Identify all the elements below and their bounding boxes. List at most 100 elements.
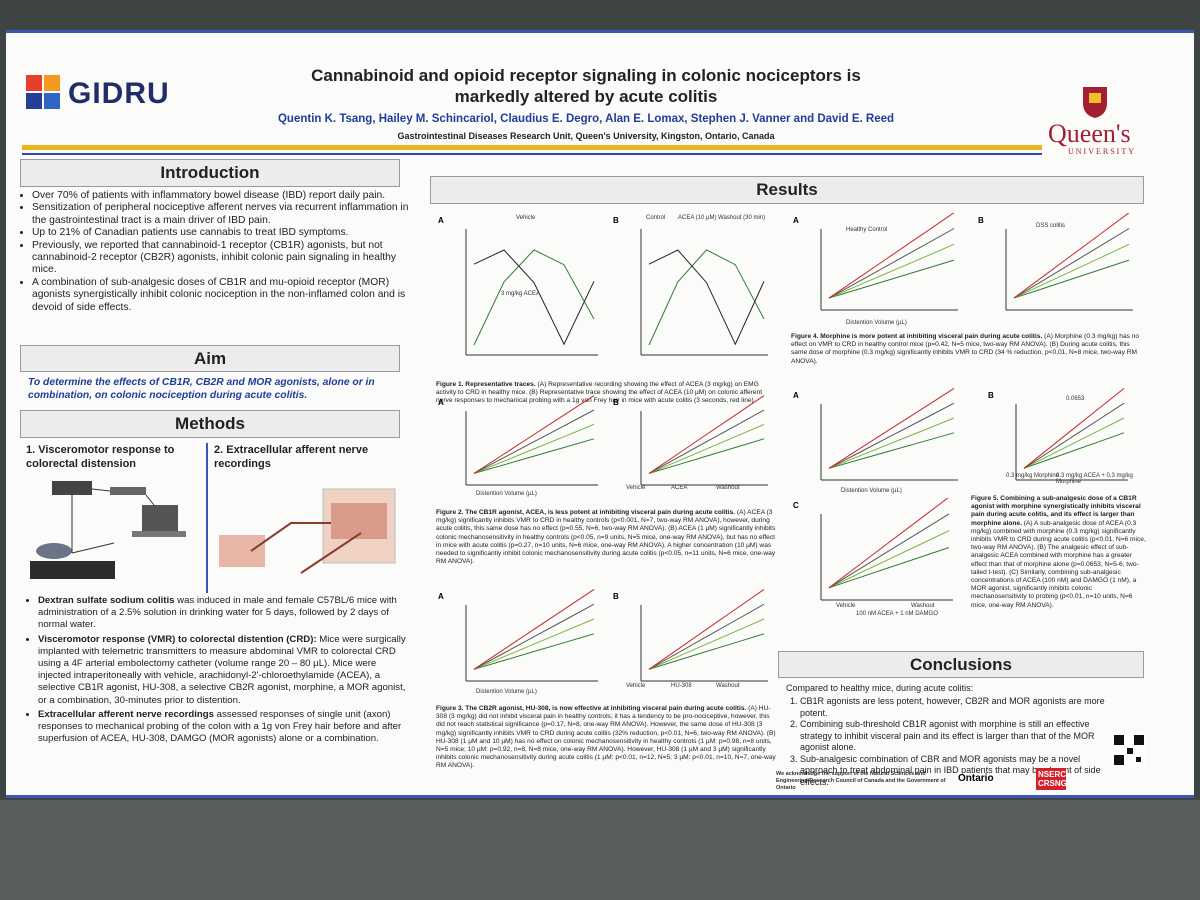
figure-caption: Figure 1. Representative traces. (A) Rep… xyxy=(436,381,776,406)
figure-label: HU-308 xyxy=(671,683,692,689)
decorative-trace xyxy=(648,618,765,670)
panel-label: B xyxy=(988,391,994,400)
figure-label: 0.3 mg/kg Morphine xyxy=(1006,473,1060,479)
figure-label: 0.0653 xyxy=(1066,396,1085,402)
figure-label: 100 nM ACEA + 1 nM DAMGO xyxy=(856,611,938,617)
figure-label: DSS colitis xyxy=(1036,223,1066,229)
acknowledgement: We acknowledge the support of the Natura… xyxy=(776,771,946,791)
figure-label: Vehicle xyxy=(626,485,646,491)
decorative-trace xyxy=(828,243,955,299)
conclusions-intro: Compared to healthy mice, during acute c… xyxy=(786,683,974,693)
logo-text: GIDRU xyxy=(68,77,170,110)
list-item: Combining sub-threshold CB1R agonist wit… xyxy=(800,719,1120,754)
figure-label: Distention Volume (µL) xyxy=(846,320,907,326)
decorative-trace xyxy=(1023,432,1125,469)
section-heading: Introduction xyxy=(20,159,400,187)
figure-caption: Figure 2. The CB1R agonist, ACEA, is les… xyxy=(436,509,776,566)
divider xyxy=(22,145,1042,150)
caption-text: (A) ACEA (3 mg/kg) significantly inhibit… xyxy=(436,509,776,566)
figure-panel: B xyxy=(613,589,768,682)
caption-text: (A) Representative recording showing the… xyxy=(436,381,763,405)
decorative-trace xyxy=(828,388,955,469)
panel-label: A xyxy=(438,216,444,225)
decorative-trace xyxy=(1023,402,1125,469)
decorative-trace xyxy=(648,249,765,346)
decorative-trace xyxy=(828,228,955,299)
decorative-trace xyxy=(648,395,765,474)
caption-title: Figure 3. The CB2R agonist, HU-308, is n… xyxy=(436,705,747,712)
intro-list: Over 70% of patients with inflammatory b… xyxy=(20,190,412,314)
panel-label: A xyxy=(793,391,799,400)
poster: GIDRU Cannabinoid and opioid receptor si… xyxy=(6,30,1194,798)
figure-panel: A xyxy=(438,395,598,486)
panel-label: B xyxy=(613,216,619,225)
gidru-icon xyxy=(26,75,60,109)
list-item: Sensitization of peripheral nociceptive … xyxy=(32,202,412,227)
decorative-trace xyxy=(648,633,765,670)
decorative-trace xyxy=(648,423,765,474)
section-heading: Methods xyxy=(20,410,400,438)
figure-label: Vehicle xyxy=(626,683,646,689)
list-item: Sub-analgesic combination of CBR and MOR… xyxy=(800,754,1120,789)
decorative-trace xyxy=(648,249,765,346)
caption-text: (A) HU-308 (3 mg/kg) did not inhibit vis… xyxy=(436,705,776,770)
figure-label: ACEA (10 µM) xyxy=(678,215,717,221)
decorative-trace xyxy=(828,547,950,589)
decorative-trace xyxy=(648,409,765,474)
figure-panel: A xyxy=(793,388,958,481)
lead: Visceromotor response (VMR) to colorecta… xyxy=(38,633,317,645)
decorative-trace xyxy=(828,213,955,299)
list-item: A combination of sub-analgesic doses of … xyxy=(32,277,412,314)
sponsor: NSERC CRSNG xyxy=(1036,768,1067,790)
decorative-trace xyxy=(1023,388,1125,469)
authors: Quentin K. Tsang, Hailey M. Schincariol,… xyxy=(277,113,895,125)
figure-label: Distention Volume (µL) xyxy=(476,491,537,497)
list-item: Over 70% of patients with inflammatory b… xyxy=(32,190,412,202)
figure-panel: B xyxy=(613,395,768,486)
list-item: Dextran sulfate sodium colitis was induc… xyxy=(38,595,410,632)
panel-label: B xyxy=(978,216,984,225)
figure-panel: B xyxy=(978,213,1133,311)
decorative-trace xyxy=(648,438,765,474)
figure-caption: Figure 5. Combining a sub-analgesic dose… xyxy=(971,495,1146,610)
column-rule xyxy=(206,443,208,593)
panel-label: B xyxy=(613,398,619,407)
figure-caption: Figure 3. The CB2R agonist, HU-308, is n… xyxy=(436,705,776,771)
figure-label: 0.3 mg/kg ACEA + 0.3 mg/kg Morphine xyxy=(1056,473,1133,485)
sponsor: Ontario xyxy=(958,773,994,784)
decorative-trace xyxy=(1013,259,1130,299)
wall xyxy=(0,800,1200,900)
poster-title: Cannabinoid and opioid receptor signalin… xyxy=(311,66,861,106)
figure-label: Washout (30 min) xyxy=(718,215,766,221)
panel-label: A xyxy=(438,592,444,601)
figure-label: Washout xyxy=(716,683,740,689)
lead: Dextran sulfate sodium colitis xyxy=(38,595,175,606)
decorative-trace xyxy=(828,498,949,589)
figure-label: Washout xyxy=(716,485,740,491)
decorative-trace xyxy=(473,603,595,670)
figure-label: 3 mg/kg ACEA xyxy=(501,291,541,297)
methods-subheading: 1. Visceromotor response to colorectal d… xyxy=(26,444,175,470)
panel-label: A xyxy=(438,398,444,407)
decorative-trace xyxy=(473,423,595,474)
figure-panel: A xyxy=(438,589,598,682)
figure-label: Vehicle xyxy=(836,603,856,609)
divider xyxy=(22,153,1042,155)
university-sub: UNIVERSITY xyxy=(1068,147,1136,156)
figure-label: Distention Volume (µL) xyxy=(476,689,537,695)
figure-label: Healthy Control xyxy=(846,227,888,233)
vmr-setup-illustration xyxy=(30,481,186,579)
methods-list: Dextran sulfate sodium colitis was induc… xyxy=(26,595,410,747)
decorative-trace xyxy=(473,633,595,670)
caption-text: (A) A sub-analgesic dose of ACEA (0.3 mg… xyxy=(971,519,1146,609)
decorative-trace xyxy=(473,249,595,346)
list-item: Visceromotor response (VMR) to colorecta… xyxy=(38,634,410,707)
aim-text: To determine the effects of CB1R, CB2R a… xyxy=(28,377,375,401)
text: assessed responses of single unit (axon)… xyxy=(38,708,402,745)
decorative-trace xyxy=(473,589,595,670)
list-item: CB1R agonists are less potent, however, … xyxy=(800,696,1120,719)
figure-label: Vehicle xyxy=(516,215,536,221)
figure-label: Distention Volume (µL) xyxy=(841,488,902,494)
panel-label: B xyxy=(613,592,619,601)
decorative-trace xyxy=(828,259,955,299)
